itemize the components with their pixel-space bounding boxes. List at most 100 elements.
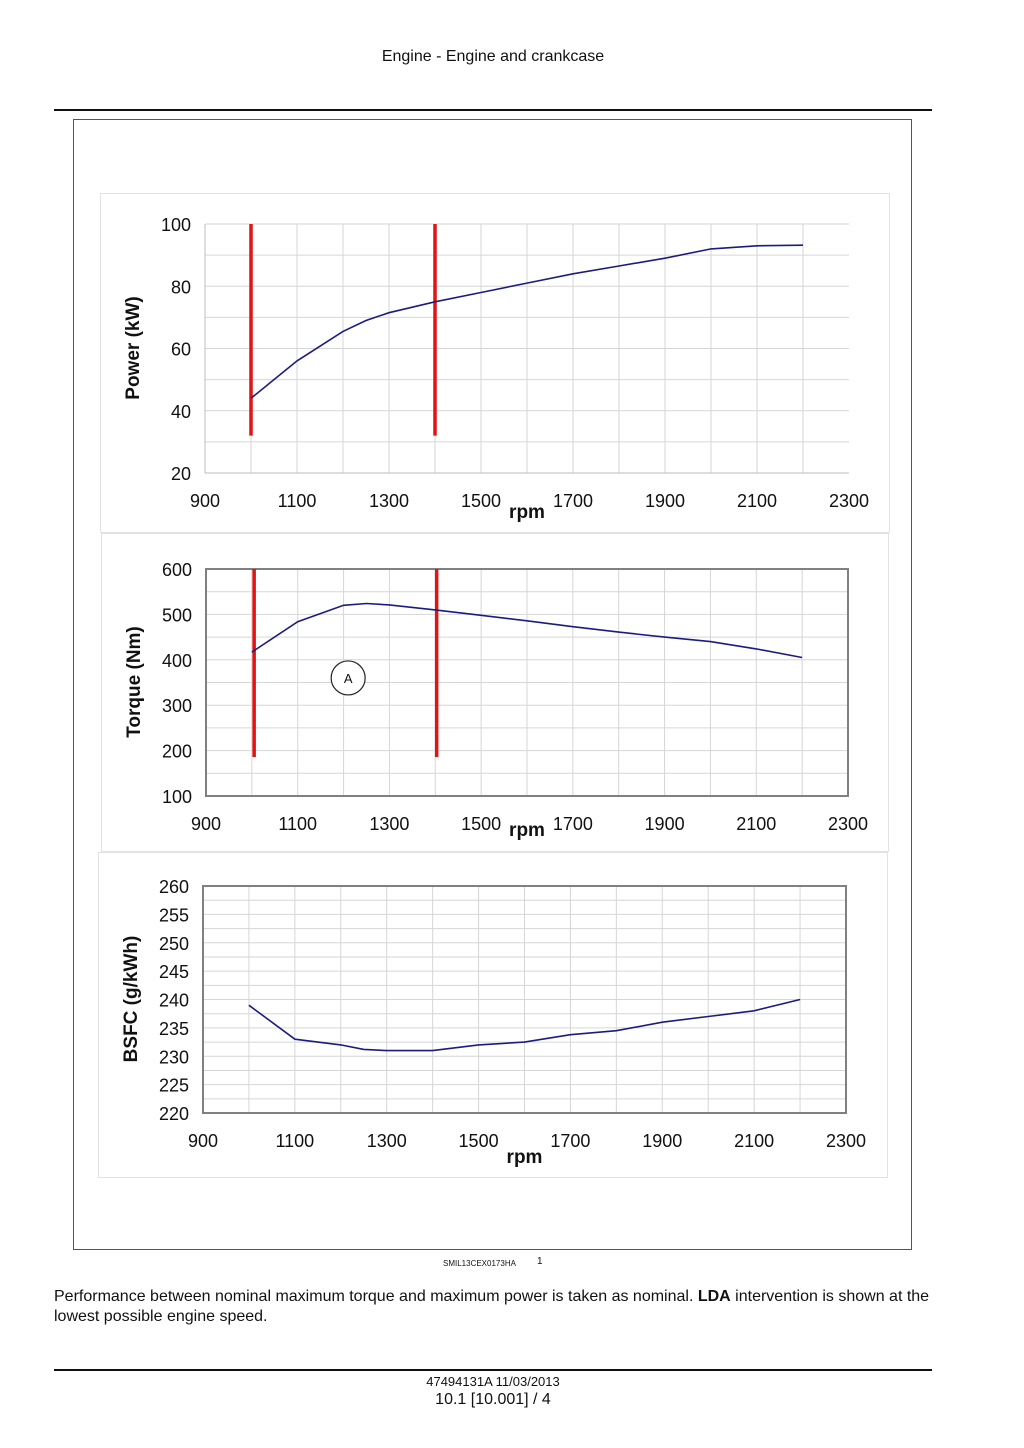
y-tick-label: 600 bbox=[162, 560, 192, 580]
footer-rule bbox=[54, 1369, 932, 1371]
x-tick-label: 1900 bbox=[645, 814, 685, 834]
x-axis-label: rpm bbox=[507, 1147, 543, 1168]
data-point bbox=[710, 248, 712, 250]
x-axis-label: rpm bbox=[509, 820, 545, 841]
caption: Performance between nominal maximum torq… bbox=[54, 1287, 936, 1327]
torque-chart-panel: 900 1100 1300 1500 1700 1900 2100 2300 100 200 300… bbox=[101, 533, 889, 852]
y-tick-label: 255 bbox=[159, 905, 189, 925]
data-point bbox=[615, 1030, 617, 1032]
x-tick-label: 1900 bbox=[642, 1131, 682, 1151]
x-tick-label: 1300 bbox=[369, 491, 409, 511]
data-point bbox=[386, 1050, 388, 1052]
data-point bbox=[340, 1044, 342, 1046]
data-point bbox=[526, 282, 528, 284]
bsfc-chart-panel: 900 1100 1300 1500 1700 1900 2100 2300 220 225 230… bbox=[98, 852, 888, 1178]
y-tick-label: 500 bbox=[162, 605, 192, 625]
caption-text-before: Performance between nominal maximum torq… bbox=[54, 1288, 698, 1305]
power-chart: 900 1100 1300 1500 1700 1900 2100 2300 20 40 60 80 1… bbox=[123, 215, 869, 523]
x-axis-label: rpm bbox=[509, 502, 545, 523]
x-tick-label: 1100 bbox=[275, 1131, 314, 1151]
bsfc-chart: 900 1100 1300 1500 1700 1900 2100 2300 220 225 230… bbox=[121, 877, 866, 1168]
caption-bold-term: LDA bbox=[697, 1288, 731, 1305]
torque-chart: 900 1100 1300 1500 1700 1900 2100 2300 100 200 300… bbox=[124, 560, 868, 841]
x-tick-label: 1500 bbox=[461, 814, 501, 834]
y-tick-label: 220 bbox=[159, 1104, 189, 1124]
annotation-label: A bbox=[344, 671, 353, 686]
data-point bbox=[526, 620, 528, 622]
data-point bbox=[297, 621, 299, 623]
annotation-circle bbox=[330, 660, 366, 696]
data-point bbox=[524, 1041, 526, 1043]
y-tick-label: 250 bbox=[159, 934, 189, 954]
y-axis-label: Torque (Nm) bbox=[124, 626, 145, 738]
x-tick-label: 1100 bbox=[278, 814, 317, 834]
data-point bbox=[664, 257, 666, 259]
data-point bbox=[707, 1016, 709, 1018]
x-tick-label: 1500 bbox=[459, 1131, 499, 1151]
data-point bbox=[664, 636, 666, 638]
x-tick-label: 2100 bbox=[736, 814, 776, 834]
x-tick-label: 2100 bbox=[737, 491, 777, 511]
x-tick-label: 1900 bbox=[645, 491, 685, 511]
x-tick-label: 1500 bbox=[461, 491, 501, 511]
series-line bbox=[250, 244, 804, 399]
x-tick-label: 1100 bbox=[278, 491, 317, 511]
y-axis-label: Power (kW) bbox=[123, 296, 144, 399]
x-tick-label: 1300 bbox=[369, 814, 409, 834]
data-point bbox=[343, 604, 345, 606]
power-chart-panel: 900 1100 1300 1500 1700 1900 2100 2300 20 40 60 80 1… bbox=[100, 193, 890, 533]
page-header-title: Engine - Engine and crankcase bbox=[381, 48, 605, 65]
plot-frame bbox=[205, 568, 849, 797]
figure-frame bbox=[73, 119, 912, 1250]
x-tick-label: 2300 bbox=[828, 814, 868, 834]
data-point bbox=[618, 631, 620, 633]
x-tick-label: 2100 bbox=[734, 1131, 774, 1151]
y-tick-label: 240 bbox=[159, 991, 189, 1011]
data-point bbox=[388, 312, 390, 314]
data-point bbox=[388, 604, 390, 606]
x-tick-label: 1700 bbox=[553, 491, 593, 511]
data-point bbox=[572, 626, 574, 628]
data-point bbox=[294, 1038, 296, 1040]
data-point bbox=[709, 641, 711, 643]
data-point bbox=[365, 319, 367, 321]
data-point bbox=[250, 397, 252, 399]
y-tick-label: 230 bbox=[159, 1047, 189, 1067]
data-point bbox=[618, 265, 620, 267]
x-tick-label: 1700 bbox=[550, 1131, 590, 1151]
data-point bbox=[480, 291, 482, 293]
y-tick-label: 40 bbox=[171, 402, 191, 422]
x-tick-label: 900 bbox=[188, 1131, 218, 1151]
series-line bbox=[251, 602, 803, 659]
data-point bbox=[296, 360, 298, 362]
y-tick-label: 60 bbox=[171, 340, 191, 360]
x-tick-label: 900 bbox=[191, 814, 221, 834]
header-rule bbox=[54, 109, 932, 111]
y-tick-label: 245 bbox=[159, 962, 189, 982]
y-tick-label: 100 bbox=[162, 787, 192, 807]
x-tick-label: 900 bbox=[190, 491, 220, 511]
data-point bbox=[478, 1044, 480, 1046]
data-point bbox=[756, 245, 758, 247]
y-tick-label: 80 bbox=[171, 277, 191, 297]
y-tick-label: 260 bbox=[159, 877, 189, 897]
data-point bbox=[802, 244, 804, 246]
footer-page-number: 10.1 [10.001] / 4 bbox=[435, 1391, 551, 1408]
data-point bbox=[480, 614, 482, 616]
x-tick-label: 1300 bbox=[367, 1131, 407, 1151]
data-point bbox=[661, 1021, 663, 1023]
y-axis-label: BSFC (g/kWh) bbox=[121, 936, 142, 1063]
caption-text-after: intervention is shown at the lowest poss… bbox=[54, 1288, 930, 1325]
footer-doc-number: 47494131A 11/03/2013 bbox=[426, 1374, 560, 1389]
y-tick-label: 400 bbox=[162, 651, 192, 671]
data-point bbox=[342, 330, 344, 332]
data-point bbox=[753, 1010, 755, 1012]
data-point bbox=[432, 1050, 434, 1052]
data-point bbox=[801, 657, 803, 659]
x-tick-label: 2300 bbox=[829, 491, 869, 511]
data-point bbox=[434, 301, 436, 303]
y-tick-label: 235 bbox=[159, 1019, 189, 1039]
y-tick-label: 200 bbox=[162, 742, 192, 762]
x-tick-label: 2300 bbox=[826, 1131, 866, 1151]
data-point bbox=[755, 648, 757, 650]
